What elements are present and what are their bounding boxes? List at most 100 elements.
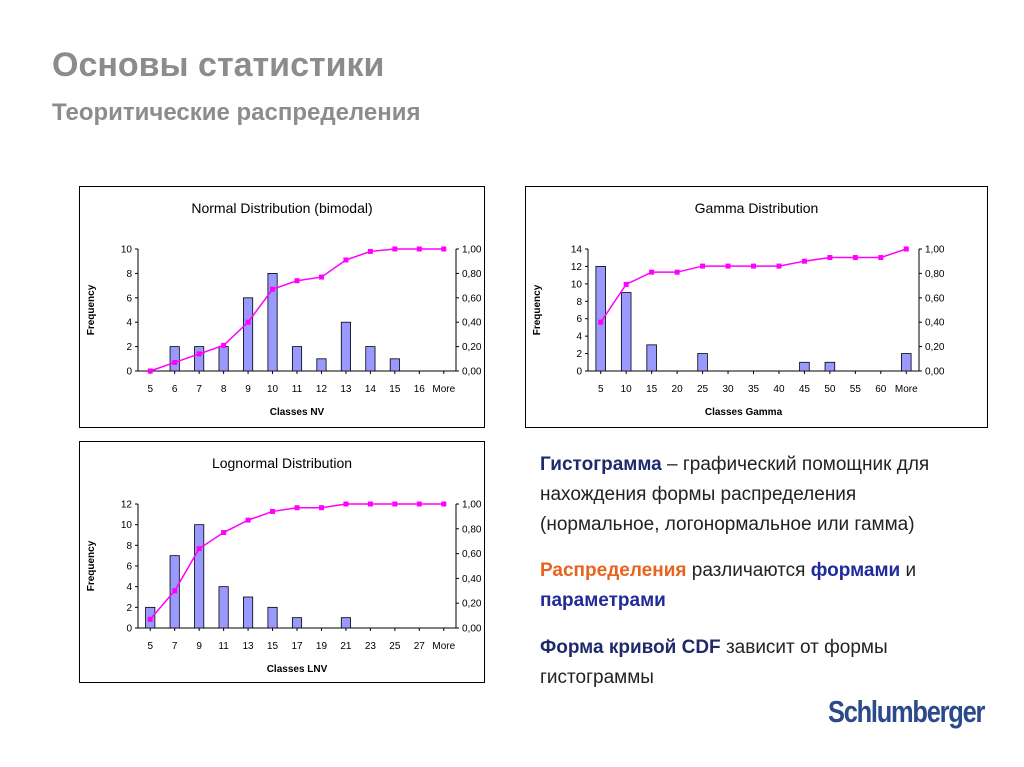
- cumulative-point: [852, 255, 858, 261]
- x-tick-label: 11: [218, 641, 229, 652]
- chart-panel-lognormal: Lognormal Distribution 0 2 4 6 8 10 12 0,00 0,20 0…: [79, 441, 485, 683]
- cumulative-point: [196, 351, 202, 357]
- bar: [218, 586, 229, 629]
- cumulative-point: [343, 501, 349, 507]
- y2-tick-label: 1,00: [462, 500, 482, 511]
- cumulative-point: [903, 246, 909, 252]
- bar: [697, 353, 708, 372]
- bar: [646, 344, 657, 372]
- x-tick-label: 13: [243, 641, 255, 652]
- bar: [340, 321, 351, 372]
- cumulative-point: [245, 319, 251, 325]
- bar: [316, 358, 327, 372]
- cumulative-point: [294, 278, 300, 284]
- cumulative-point: [172, 588, 178, 594]
- cumulative-line: [600, 248, 907, 323]
- x-tick-label: 9: [245, 384, 251, 395]
- x-tick-label: 60: [875, 384, 887, 395]
- y-tick-label: 6: [126, 562, 132, 573]
- lognormal-distribution-chart: Lognormal Distribution 0 2 4 6 8 10 12 0,00 0,20 0…: [86, 455, 482, 675]
- y2-tick-label: 0,20: [462, 342, 482, 353]
- cumulative-point: [318, 274, 324, 280]
- cumulative-point: [392, 501, 398, 507]
- chart-title: Gamma Distribution: [695, 200, 819, 216]
- cumulative-point: [649, 269, 655, 275]
- y-tick-label: 0: [126, 624, 132, 635]
- y2-tick-label: 0,40: [462, 574, 482, 585]
- cumulative-point: [416, 246, 422, 252]
- x-tick-label: 14: [365, 384, 377, 395]
- bar: [389, 358, 400, 372]
- x-tick-label: 15: [646, 384, 658, 395]
- y-tick-label: 10: [121, 520, 133, 531]
- y2-tick-label: 0,40: [925, 318, 945, 329]
- x-tick-label: 5: [147, 384, 153, 395]
- chart-panel-normal: Normal Distribution (bimodal) 0 2 4 6 8 10 0,00…: [79, 186, 485, 428]
- x-tick-label: 45: [799, 384, 811, 395]
- y-tick-label: 2: [126, 603, 132, 614]
- term-forms: формами: [810, 560, 901, 581]
- cumulative-point: [801, 258, 807, 264]
- cumulative-point: [367, 501, 373, 507]
- x-tick-label: 40: [773, 384, 785, 395]
- x-tick-label: 7: [196, 384, 202, 395]
- y2-tick-label: 0,40: [462, 318, 482, 329]
- paragraph-histogram-text: – графический помощник для нахождения фо…: [540, 454, 930, 535]
- x-tick-label: 11: [292, 384, 303, 395]
- cumulative-point: [196, 546, 202, 552]
- paragraph-cdf-text: зависит от формы гистограммы: [540, 637, 888, 688]
- y-tick-label: 14: [571, 245, 583, 256]
- y-axis-label: Frequency: [86, 284, 97, 335]
- bar: [365, 346, 376, 372]
- bar: [267, 606, 278, 629]
- x-tick-label: More: [895, 384, 918, 395]
- y-tick-label: 2: [126, 342, 132, 353]
- cumulative-point: [878, 255, 884, 261]
- x-tick-label: More: [432, 641, 455, 652]
- page-title: Основы статистики: [52, 46, 385, 84]
- bar: [824, 361, 836, 372]
- bar: [194, 346, 205, 372]
- x-axis-label: Classes LNV: [267, 664, 328, 675]
- x-tick-label: 5: [598, 384, 604, 395]
- chart-title: Normal Distribution (bimodal): [191, 200, 372, 216]
- y2-tick-label: 1,00: [462, 245, 482, 256]
- y-tick-label: 10: [571, 279, 583, 290]
- x-tick-label: 8: [221, 384, 227, 395]
- x-tick-label: 12: [316, 384, 328, 395]
- x-tick-label: 55: [850, 384, 862, 395]
- cumulative-point: [392, 246, 398, 252]
- y-tick-label: 4: [126, 582, 132, 593]
- x-tick-label: 20: [672, 384, 684, 395]
- y-axis-label: Frequency: [532, 284, 543, 335]
- cumulative-point: [172, 359, 178, 365]
- cumulative-point: [751, 263, 756, 269]
- term-histogram: Гистограмма: [540, 454, 662, 475]
- cumulative-point: [245, 517, 251, 523]
- bar: [169, 346, 180, 372]
- y2-tick-label: 0,00: [462, 624, 482, 635]
- bar: [218, 346, 229, 372]
- y-tick-label: 6: [576, 314, 582, 325]
- gamma-distribution-chart: Gamma Distribution 0 2 4 6 8 10 12 14 0,00 0,20 0,4…: [532, 200, 945, 418]
- x-tick-label: 10: [267, 384, 279, 395]
- cumulative-point: [441, 501, 447, 507]
- text-differ: различаются: [686, 560, 811, 581]
- y-tick-label: 6: [126, 293, 132, 304]
- x-tick-label: 19: [316, 641, 328, 652]
- y-tick-label: 8: [126, 269, 132, 280]
- y2-tick-label: 0,60: [925, 293, 945, 304]
- cumulative-point: [827, 255, 833, 261]
- term-parameters: параметрами: [540, 590, 666, 611]
- cumulative-point: [623, 281, 629, 287]
- y2-tick-label: 0,80: [925, 269, 945, 280]
- x-axis-label: Classes Gamma: [705, 407, 783, 418]
- x-tick-label: 13: [340, 384, 352, 395]
- bar: [620, 292, 632, 372]
- x-tick-label: 27: [414, 641, 426, 652]
- x-tick-label: 16: [414, 384, 426, 395]
- paragraph-distributions: Распределения различаются формами и пара…: [540, 556, 980, 616]
- cumulative-point: [674, 269, 680, 275]
- x-tick-label: 23: [365, 641, 377, 652]
- x-tick-label: 10: [621, 384, 633, 395]
